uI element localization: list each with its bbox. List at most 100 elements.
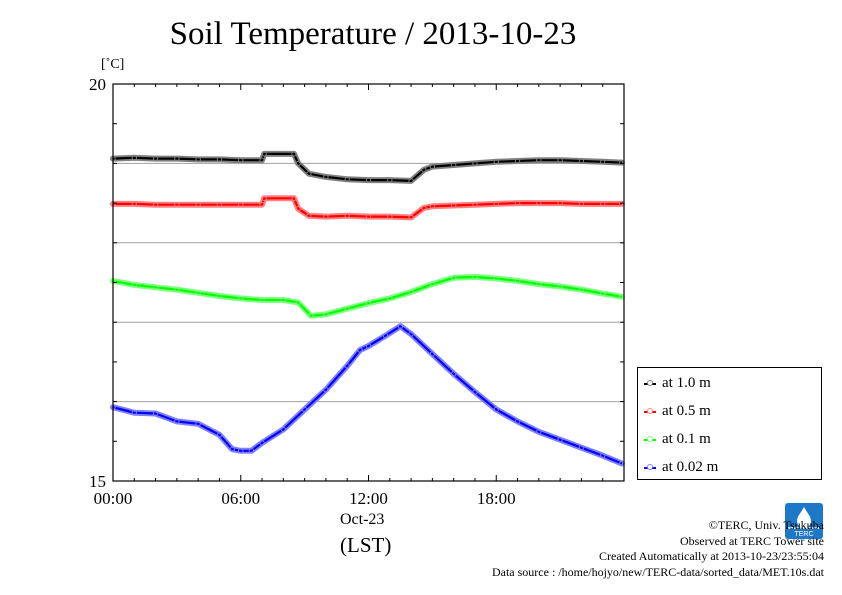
logo-text: TERC bbox=[794, 531, 813, 538]
legend-item-0.1m: at 0.1 m bbox=[644, 429, 711, 449]
x-tick-label: 12:00 bbox=[349, 489, 388, 508]
data-point bbox=[216, 293, 223, 299]
data-point bbox=[301, 406, 308, 413]
data-point bbox=[259, 157, 265, 163]
legend-swatch-icon bbox=[644, 463, 656, 472]
data-point bbox=[365, 300, 372, 306]
data-point bbox=[578, 158, 585, 164]
data-point bbox=[382, 332, 389, 339]
data-point bbox=[131, 282, 137, 288]
data-point bbox=[514, 418, 521, 425]
data-point bbox=[323, 174, 329, 180]
data-point bbox=[557, 200, 563, 206]
data-point bbox=[195, 156, 201, 163]
x-tick-label: 06:00 bbox=[221, 489, 260, 508]
site-text: Observed at TERC Tower site bbox=[679, 533, 824, 548]
data-point bbox=[216, 432, 223, 438]
data-point bbox=[344, 363, 350, 369]
data-point bbox=[408, 289, 414, 295]
y-tick-label: 15 bbox=[89, 472, 106, 491]
legend-swatch-icon bbox=[644, 435, 656, 444]
data-point bbox=[238, 295, 244, 302]
timezone-label: (LST) bbox=[340, 533, 392, 557]
y-tick-label: 20 bbox=[89, 75, 106, 94]
y-axis-unit-label: [˚C] bbox=[101, 57, 125, 72]
series-line bbox=[112, 152, 622, 182]
data-point bbox=[365, 343, 372, 349]
data-point bbox=[536, 157, 542, 163]
data-point bbox=[387, 213, 393, 220]
data-point bbox=[387, 295, 393, 302]
data-point bbox=[421, 167, 427, 173]
data-point bbox=[152, 410, 159, 417]
data-point bbox=[429, 203, 436, 209]
data-point bbox=[306, 171, 312, 177]
x-tick-label: 00:00 bbox=[94, 489, 133, 508]
data-point bbox=[472, 389, 478, 395]
series-line bbox=[113, 197, 622, 219]
data-point bbox=[514, 200, 521, 206]
x-tick-label: 18:00 bbox=[477, 489, 516, 508]
data-point bbox=[295, 160, 301, 167]
data-point bbox=[323, 213, 329, 220]
chart-title: Soil Temperature / 2013-10-23 bbox=[169, 16, 577, 52]
terc-logo-icon: TERC bbox=[785, 503, 823, 539]
copyright-text: ©TERC, Univ. Tsukuba bbox=[708, 518, 824, 532]
data-point bbox=[408, 331, 414, 337]
data-point bbox=[421, 205, 427, 211]
data-point bbox=[578, 286, 585, 293]
data-point bbox=[131, 410, 137, 416]
series-layer bbox=[110, 150, 625, 467]
data-point bbox=[514, 158, 521, 164]
legend-item-1m: at 1.0 m bbox=[644, 373, 711, 393]
data-point bbox=[600, 201, 606, 207]
data-point bbox=[557, 283, 563, 290]
data-point bbox=[152, 201, 159, 208]
legend-label: at 0.1 m bbox=[662, 430, 711, 447]
data-point bbox=[131, 201, 137, 207]
data-point bbox=[291, 195, 297, 202]
data-point bbox=[259, 297, 265, 303]
data-point bbox=[450, 162, 457, 168]
data-point bbox=[216, 156, 223, 163]
data-point bbox=[152, 284, 159, 290]
data-point bbox=[493, 159, 499, 165]
data-point bbox=[259, 201, 265, 208]
data-point bbox=[216, 201, 223, 208]
data-point bbox=[600, 290, 606, 297]
data-point bbox=[600, 159, 606, 165]
data-point bbox=[536, 281, 542, 287]
data-point bbox=[280, 297, 287, 303]
data-point bbox=[344, 213, 350, 219]
data-point bbox=[536, 429, 542, 435]
legend-label: at 1.0 m bbox=[662, 374, 711, 391]
series-line bbox=[112, 325, 623, 465]
series-halo bbox=[110, 273, 625, 319]
axis-ticks: 00:00 06:00 12:00 18:00 15 20 bbox=[89, 75, 624, 508]
data-point bbox=[195, 421, 201, 427]
data-point bbox=[397, 323, 404, 329]
data-point bbox=[408, 214, 414, 221]
data-point bbox=[238, 448, 244, 454]
data-point bbox=[344, 306, 350, 312]
data-point bbox=[472, 201, 478, 208]
legend-label: at 0.5 m bbox=[662, 402, 711, 419]
data-point bbox=[195, 201, 201, 208]
data-point bbox=[238, 201, 244, 208]
data-point bbox=[493, 275, 499, 282]
data-point bbox=[261, 195, 267, 202]
legend-item-0.02m: at 0.02 m bbox=[644, 457, 718, 477]
data-point bbox=[365, 213, 372, 220]
data-point bbox=[308, 313, 314, 319]
data-point bbox=[295, 205, 301, 212]
data-point bbox=[248, 448, 255, 454]
data-point bbox=[174, 201, 180, 208]
data-point bbox=[578, 444, 585, 451]
footer: ©TERC, Univ. Tsukuba Observed at TERC To… bbox=[492, 518, 824, 580]
data-point bbox=[557, 437, 563, 443]
data-point bbox=[259, 440, 265, 446]
data-point bbox=[600, 452, 606, 459]
legend-item-0.5m: at 0.5 m bbox=[644, 401, 711, 421]
data-point bbox=[429, 163, 436, 170]
